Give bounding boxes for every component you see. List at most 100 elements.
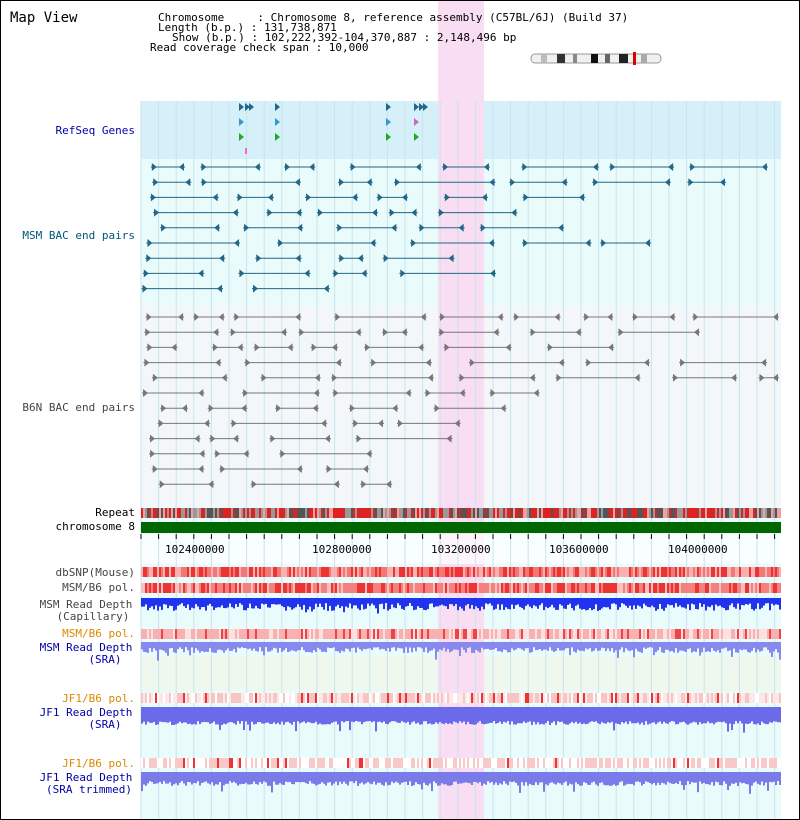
msm-pol-cell (769, 583, 771, 593)
jf1-depth-trim-bar (247, 772, 249, 785)
jf1-pol-cell (777, 693, 779, 703)
msm-pol-cell (353, 629, 355, 639)
jf1-pol-cell (645, 693, 647, 703)
msm-depth-cap-bar (141, 598, 143, 607)
msm-depth-cap-bar (151, 598, 153, 607)
jf1-depth-sra-bar (143, 707, 145, 722)
jf1-depth-trim-bar (707, 772, 709, 785)
jf1-pol-cell (317, 693, 319, 703)
dbsnp-cell (577, 567, 579, 577)
jf1-pol-cell (183, 693, 185, 703)
refseq-gene-marker (386, 118, 391, 126)
jf1-depth-trim-bar (433, 772, 435, 782)
jf1-pol-cell (563, 693, 565, 703)
jf1-pol-cell (609, 693, 611, 703)
jf1-pol-cell (629, 693, 631, 703)
msm-depth-sra-bar (555, 642, 557, 651)
dbsnp-cell (647, 567, 649, 577)
msm-pol-cell (623, 629, 625, 639)
repeat-segment (755, 508, 757, 518)
repeat-segment (697, 508, 699, 518)
jf1-pol-cell (599, 758, 601, 768)
msm-pol-cell (205, 583, 207, 593)
msm-depth-cap-bar (657, 598, 659, 610)
jf1-pol-cell (455, 693, 457, 703)
msm-depth-cap-bar (675, 598, 677, 604)
dbsnp-cell (231, 567, 233, 577)
msm-depth-cap-bar (375, 598, 377, 609)
msm-depth-sra-bar (385, 642, 387, 651)
msm-pol-cell (497, 629, 499, 639)
jf1-pol-cell (593, 693, 595, 703)
jf1-pol-cell (159, 693, 161, 703)
jf1-depth-trim-bar (573, 772, 575, 792)
repeat-segment (735, 508, 737, 518)
msm-depth-cap-bar (691, 598, 693, 604)
jf1-pol-cell (741, 758, 743, 768)
repeat-segment (195, 508, 197, 518)
jf1-depth-trim-bar (335, 772, 337, 782)
msm-pol-cell (611, 583, 613, 593)
msm-depth-sra-bar (531, 642, 533, 653)
msm-pol-cell (181, 629, 183, 639)
jf1-pol-cell (293, 758, 295, 768)
jf1-depth-sra-bar (185, 707, 187, 723)
jf1-depth-trim-bar (489, 772, 491, 783)
msm-depth-sra-bar (297, 642, 299, 651)
dbsnp-cell (619, 567, 621, 577)
jf1-depth-trim-bar (377, 772, 379, 783)
msm-pol-cell (397, 629, 399, 639)
msm-pol-cell (759, 629, 761, 639)
msm-depth-cap-bar (263, 598, 265, 605)
jf1-pol-cell (369, 693, 371, 703)
jf1-depth-sra-bar (623, 707, 625, 724)
msm-depth-cap-bar (463, 598, 465, 611)
msm-pol-cell (203, 629, 205, 639)
msm-depth-cap-bar (265, 598, 267, 604)
msm-depth-sra-bar (301, 642, 303, 648)
jf1-depth-sra-bar (375, 707, 377, 732)
jf1-pol-cell (159, 758, 161, 768)
jf1-depth-trim-bar (231, 772, 233, 783)
msm-pol-cell (201, 629, 203, 639)
jf1-depth-trim-bar (361, 772, 363, 783)
msm-pol-cell (643, 629, 645, 639)
msm-depth-sra-bar (445, 642, 447, 652)
msm-depth-sra-bar (407, 642, 409, 653)
jf1-pol-cell (157, 693, 159, 703)
msm-depth-cap-bar (529, 598, 531, 607)
jf1-depth-trim-bar (537, 772, 539, 785)
jf1-pol-cell (461, 758, 463, 768)
jf1-pol-cell (743, 758, 745, 768)
jf1-pol-cell (739, 693, 741, 703)
msm-depth-sra-bar (467, 642, 469, 648)
jf1-pol-cell (281, 758, 283, 768)
jf1-depth-sra-bar (227, 707, 229, 723)
jf1-pol-cell (239, 758, 241, 768)
jf1-pol-cell (253, 693, 255, 703)
msm-pol-cell (605, 629, 607, 639)
msm-pol-cell (647, 583, 649, 593)
msm-depth-sra-bar (141, 642, 143, 650)
repeat-segment (305, 508, 307, 518)
jf1-pol-cell (431, 693, 433, 703)
jf1-depth-sra-bar (625, 707, 627, 722)
jf1-pol-cell (257, 693, 259, 703)
jf1-depth-trim-bar (409, 772, 411, 782)
repeat-segment (567, 508, 569, 518)
msm-pol-cell (195, 583, 197, 593)
jf1-depth-trim-bar (347, 772, 349, 786)
msm-pol-cell (443, 583, 445, 593)
jf1-pol-cell (145, 693, 147, 703)
msm-depth-cap-bar (549, 598, 551, 607)
b6n-bac-pair-end (204, 419, 210, 428)
msm-pol-cell (301, 629, 303, 639)
msm-depth-sra-bar (571, 642, 573, 648)
jf1-pol-cell (729, 693, 731, 703)
repeat-segment (543, 508, 545, 518)
jf1-depth-trim-bar (151, 772, 153, 783)
jf1-depth-trim-bar (191, 772, 193, 785)
jf1-pol-cell (757, 758, 759, 768)
jf1-depth-sra-bar (207, 707, 209, 723)
